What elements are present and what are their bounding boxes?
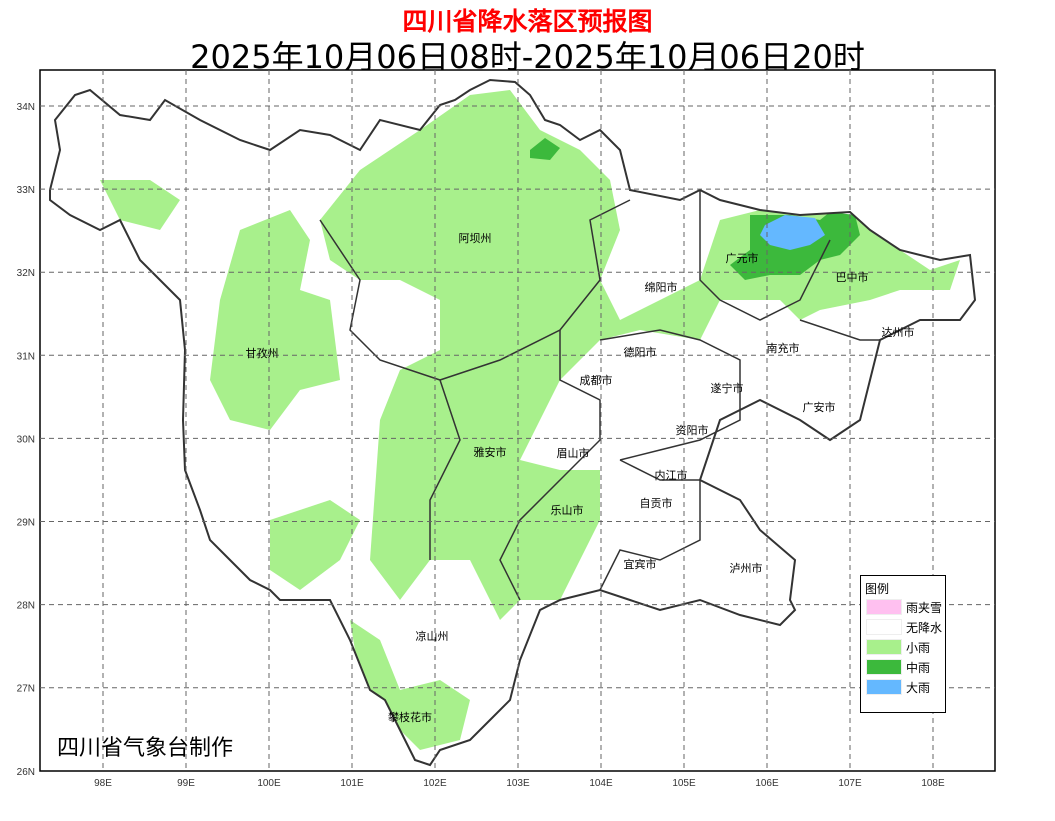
x-tick-label: 105E	[672, 778, 696, 789]
legend-swatch	[866, 599, 902, 615]
prefecture-boundary	[439, 199, 631, 381]
legend-title: 图例	[865, 582, 890, 596]
legend-item: 雨夹雪	[866, 597, 945, 617]
region-label: 攀枝花市	[388, 710, 432, 724]
region-label: 广元市	[726, 251, 759, 265]
region-label: 内江市	[655, 468, 688, 482]
prefecture-boundary	[699, 190, 831, 321]
y-tick-label: 31N	[17, 351, 35, 362]
legend: 图例 雨夹雪无降水小雨中雨大雨	[860, 575, 946, 713]
region-label: 眉山市	[557, 446, 590, 460]
axis-ticks: 98E 99E 100E 101E 102E 103E 104E 105E 106E 107E 10…	[17, 102, 945, 789]
credit-text: 四川省气象台制作	[57, 736, 234, 761]
legend-item: 小雨	[866, 637, 945, 657]
prefecture-boundary	[499, 330, 601, 601]
region-label: 南充市	[767, 341, 800, 355]
region-label: 达州市	[882, 325, 915, 339]
graticule	[40, 70, 995, 771]
y-tick-label: 29N	[17, 518, 35, 529]
legend-swatch	[866, 679, 902, 695]
x-tick-label: 101E	[340, 778, 364, 789]
x-tick-label: 100E	[257, 778, 281, 789]
region-label: 绵阳市	[645, 280, 678, 294]
x-tick-label: 108E	[921, 778, 945, 789]
y-tick-label: 30N	[17, 434, 35, 445]
region-label: 遂宁市	[711, 381, 744, 395]
region-label: 资阳市	[676, 423, 709, 437]
y-tick-label: 28N	[17, 601, 35, 612]
region-label: 雅安市	[474, 445, 507, 459]
region-label: 宜宾市	[624, 557, 657, 571]
region-label: 乐山市	[551, 503, 584, 517]
y-tick-label: 34N	[17, 102, 35, 113]
x-tick-label: 107E	[838, 778, 862, 789]
light-rain-area	[270, 500, 360, 590]
region-label: 广安市	[803, 400, 836, 414]
prefecture-boundary	[599, 459, 701, 591]
region-label: 成都市	[580, 373, 613, 387]
prefecture-boundary	[319, 219, 461, 560]
x-tick-label: 98E	[94, 778, 112, 789]
y-tick-label: 33N	[17, 185, 35, 196]
y-tick-label: 26N	[17, 767, 35, 778]
heavy-rain-area	[760, 215, 825, 250]
region-label: 自贡市	[640, 496, 673, 510]
region-label: 泸州市	[730, 561, 763, 575]
legend-label: 无降水	[906, 620, 943, 635]
legend-item: 大雨	[866, 677, 945, 697]
light-rain-area	[210, 210, 340, 430]
prefecture-boundary	[599, 329, 741, 461]
rain-areas	[100, 90, 960, 750]
region-label: 甘孜州	[246, 346, 279, 360]
legend-label: 小雨	[906, 640, 931, 655]
region-label: 凉山州	[416, 629, 449, 643]
province-boundary	[49, 78, 977, 767]
map-title: 四川省降水落区预报图	[402, 7, 653, 36]
legend-swatch	[866, 619, 902, 635]
prefecture-boundary	[799, 319, 880, 341]
legend-item: 无降水	[866, 617, 945, 637]
legend-item: 中雨	[866, 657, 945, 677]
legend-swatch	[866, 639, 902, 655]
legend-swatch	[866, 659, 902, 675]
x-tick-label: 104E	[589, 778, 613, 789]
legend-label: 雨夹雪	[906, 600, 943, 615]
region-label: 阿坝州	[459, 231, 492, 245]
x-tick-label: 103E	[506, 778, 530, 789]
light-rain-area	[100, 180, 180, 230]
moderate-rain-area	[530, 138, 560, 160]
x-tick-label: 99E	[177, 778, 195, 789]
y-tick-label: 32N	[17, 268, 35, 279]
region-label: 德阳市	[624, 345, 657, 359]
light-rain-area	[350, 620, 470, 750]
legend-label: 大雨	[906, 680, 931, 695]
region-label: 巴中市	[836, 270, 869, 284]
x-tick-label: 102E	[423, 778, 447, 789]
prefecture-boundaries	[319, 190, 880, 601]
y-tick-label: 27N	[17, 684, 35, 695]
light-rain-area	[460, 490, 540, 580]
x-tick-label: 106E	[755, 778, 779, 789]
legend-label: 中雨	[906, 660, 931, 675]
